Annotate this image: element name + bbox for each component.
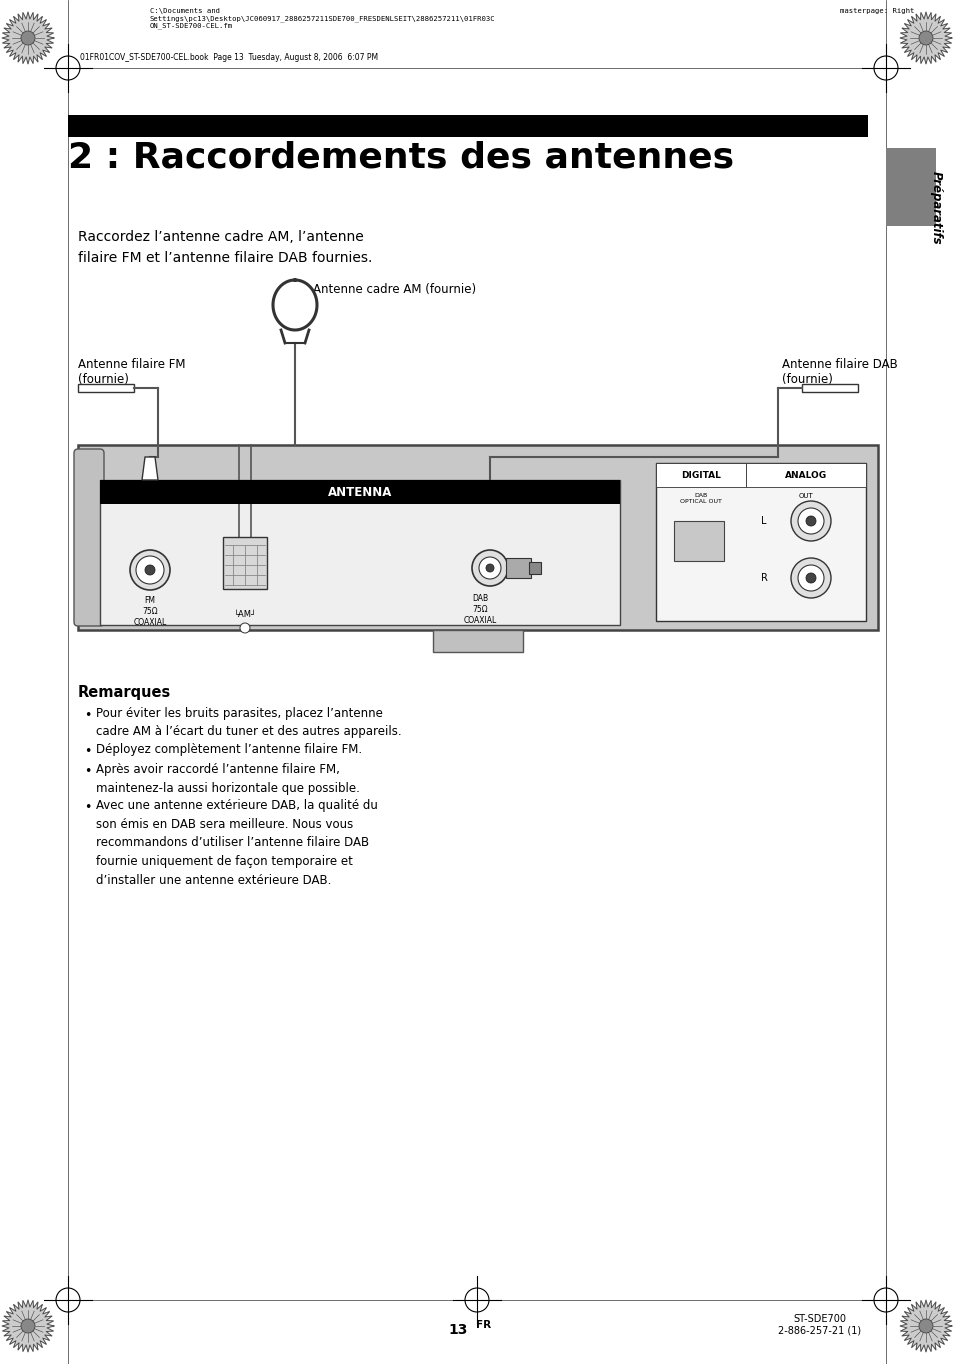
Circle shape bbox=[145, 565, 154, 576]
Text: Déployez complètement l’antenne filaire FM.: Déployez complètement l’antenne filaire … bbox=[96, 743, 362, 756]
Circle shape bbox=[485, 563, 494, 572]
Bar bbox=[78, 445, 877, 630]
Text: DAB
75Ω
COAXIAL: DAB 75Ω COAXIAL bbox=[463, 593, 497, 625]
Bar bbox=[801, 385, 857, 391]
Text: FR: FR bbox=[476, 1320, 491, 1330]
Bar bbox=[78, 385, 133, 391]
Text: Antenne filaire FM
(fournie): Antenne filaire FM (fournie) bbox=[78, 357, 185, 386]
Bar bbox=[223, 537, 267, 589]
Bar bbox=[505, 558, 531, 578]
Bar bbox=[433, 630, 522, 652]
Bar bbox=[656, 462, 745, 487]
Text: masterpage: Right: masterpage: Right bbox=[840, 8, 913, 14]
Text: Antenne cadre AM (fournie): Antenne cadre AM (fournie) bbox=[313, 284, 476, 296]
Text: ANALOG: ANALOG bbox=[784, 471, 826, 480]
Text: DAB
OPTICAL OUT: DAB OPTICAL OUT bbox=[679, 492, 721, 505]
Circle shape bbox=[136, 557, 164, 584]
Circle shape bbox=[240, 623, 250, 633]
Text: └AM┘: └AM┘ bbox=[233, 610, 256, 619]
Polygon shape bbox=[2, 1300, 54, 1352]
Text: Antenne filaire DAB
(fournie): Antenne filaire DAB (fournie) bbox=[781, 357, 897, 386]
Circle shape bbox=[472, 550, 507, 587]
Polygon shape bbox=[899, 1300, 951, 1352]
Text: C:\Documents and
Settings\pc13\Desktop\JC060917_2886257211SDE700_FRESDENLSEIT\28: C:\Documents and Settings\pc13\Desktop\J… bbox=[150, 8, 496, 29]
Text: FM
75Ω
COAXIAL: FM 75Ω COAXIAL bbox=[133, 596, 167, 627]
Text: ANTENNA: ANTENNA bbox=[328, 486, 392, 498]
Bar bbox=[745, 462, 865, 487]
Text: Remarques: Remarques bbox=[78, 685, 172, 700]
Text: •: • bbox=[84, 765, 91, 779]
Text: Avec une antenne extérieure DAB, la qualité du
son émis en DAB sera meilleure. N: Avec une antenne extérieure DAB, la qual… bbox=[96, 799, 377, 887]
Bar bbox=[100, 480, 619, 505]
Circle shape bbox=[21, 1319, 35, 1333]
Bar bbox=[656, 462, 865, 621]
Circle shape bbox=[805, 573, 815, 582]
Text: Préparatifs: Préparatifs bbox=[928, 172, 942, 246]
FancyBboxPatch shape bbox=[74, 449, 104, 626]
Bar bbox=[68, 115, 867, 136]
Text: ST-SDE700
2-886-257-21 (1): ST-SDE700 2-886-257-21 (1) bbox=[778, 1314, 861, 1335]
Circle shape bbox=[790, 501, 830, 542]
Text: 13: 13 bbox=[448, 1323, 468, 1337]
Circle shape bbox=[918, 31, 932, 45]
Bar bbox=[100, 480, 619, 625]
Polygon shape bbox=[142, 457, 158, 480]
Polygon shape bbox=[899, 12, 951, 64]
Text: Pour éviter les bruits parasites, placez l’antenne
cadre AM à l’écart du tuner e: Pour éviter les bruits parasites, placez… bbox=[96, 707, 401, 738]
Polygon shape bbox=[2, 12, 54, 64]
Text: Après avoir raccordé l’antenne filaire FM,
maintenez-la aussi horizontale que po: Après avoir raccordé l’antenne filaire F… bbox=[96, 764, 359, 795]
Circle shape bbox=[130, 550, 170, 591]
Circle shape bbox=[797, 507, 823, 533]
Text: •: • bbox=[84, 745, 91, 758]
Circle shape bbox=[918, 1319, 932, 1333]
Text: •: • bbox=[84, 709, 91, 722]
Circle shape bbox=[797, 565, 823, 591]
Circle shape bbox=[21, 31, 35, 45]
Circle shape bbox=[478, 557, 500, 578]
Text: 01FR01COV_ST-SDE700-CEL.book  Page 13  Tuesday, August 8, 2006  6:07 PM: 01FR01COV_ST-SDE700-CEL.book Page 13 Tue… bbox=[80, 53, 377, 61]
Bar bbox=[885, 149, 935, 226]
Circle shape bbox=[805, 516, 815, 527]
Bar bbox=[529, 562, 540, 574]
Text: Raccordez l’antenne cadre AM, l’antenne
filaire FM et l’antenne filaire DAB four: Raccordez l’antenne cadre AM, l’antenne … bbox=[78, 231, 372, 265]
Text: OUT: OUT bbox=[798, 492, 813, 499]
Text: R: R bbox=[760, 573, 766, 582]
Circle shape bbox=[790, 558, 830, 597]
Text: L: L bbox=[760, 516, 766, 527]
Text: •: • bbox=[84, 802, 91, 814]
Bar bbox=[673, 521, 723, 561]
Text: 2 : Raccordements des antennes: 2 : Raccordements des antennes bbox=[68, 140, 734, 175]
Text: DIGITAL: DIGITAL bbox=[680, 471, 720, 480]
